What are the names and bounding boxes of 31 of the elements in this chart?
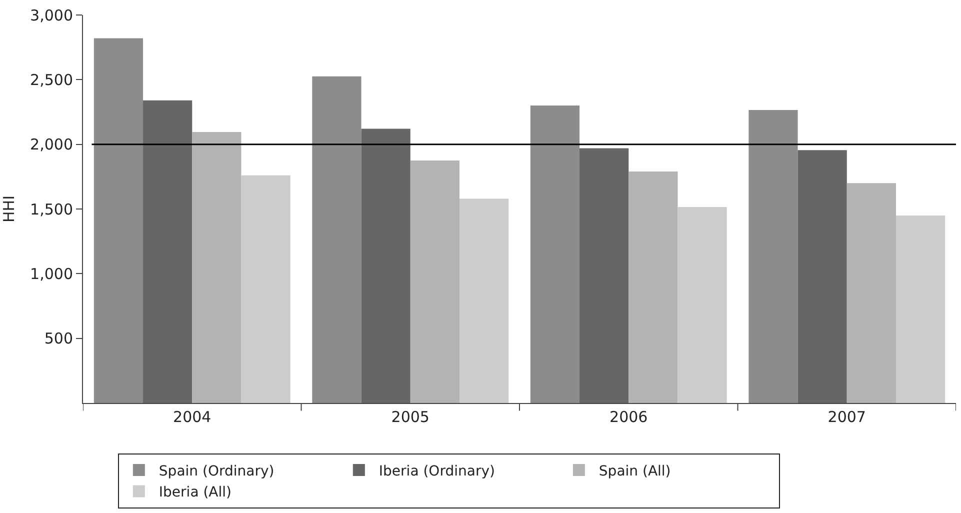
bar xyxy=(312,76,362,403)
bar xyxy=(410,160,460,403)
bar xyxy=(143,100,192,403)
bar xyxy=(580,148,629,403)
bar xyxy=(748,110,798,403)
y-axis-title: HHI xyxy=(0,196,18,222)
x-tick-label: 2004 xyxy=(173,408,212,426)
bar xyxy=(530,106,580,403)
legend-label: Iberia (Ordinary) xyxy=(378,464,495,480)
bar xyxy=(846,183,896,403)
y-tick-label: 500 xyxy=(44,330,73,348)
y-tick-label: 1,000 xyxy=(30,264,73,283)
x-tick-label: 2007 xyxy=(828,408,866,426)
bar xyxy=(459,198,509,403)
bar xyxy=(798,150,847,403)
x-tick-label: 2006 xyxy=(610,408,648,426)
bar xyxy=(192,132,242,403)
bar xyxy=(678,207,727,403)
bar xyxy=(94,38,144,403)
y-tick-label: 2,500 xyxy=(30,70,73,89)
bar xyxy=(241,175,290,403)
legend-label: Spain (Ordinary) xyxy=(158,464,274,480)
bar xyxy=(628,171,678,403)
y-tick-label: 1,500 xyxy=(30,200,73,218)
y-tick-label: 3,000 xyxy=(30,6,73,24)
legend-label: Spain (All) xyxy=(598,464,671,480)
x-tick-label: 2005 xyxy=(391,408,430,426)
bar xyxy=(896,215,946,403)
legend-label: Iberia (All) xyxy=(158,484,232,501)
y-tick-label: 2,000 xyxy=(30,136,73,154)
bar xyxy=(361,128,410,403)
